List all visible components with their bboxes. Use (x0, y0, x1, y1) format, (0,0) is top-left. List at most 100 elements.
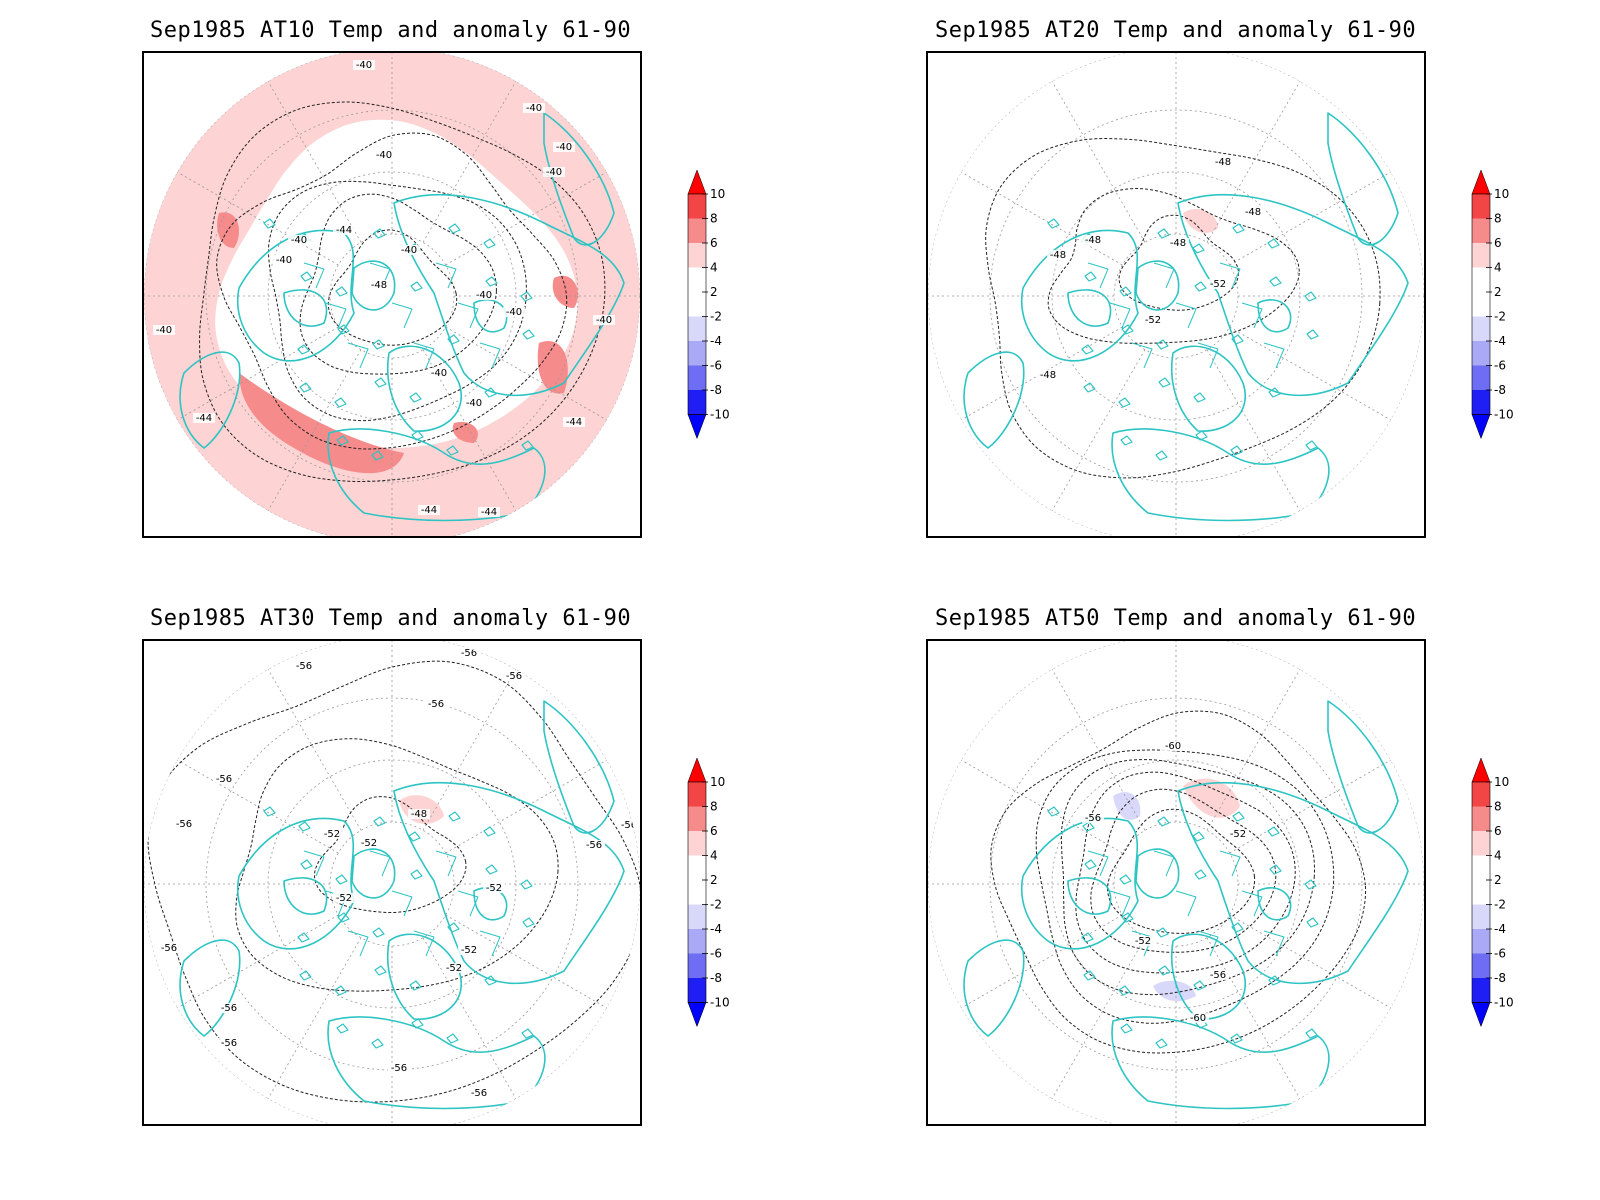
colorbar-tick-label: -2 (710, 310, 722, 324)
contour-label-bg (1162, 741, 1184, 751)
island-outline (484, 387, 497, 398)
contour-label: -40 (556, 142, 572, 153)
contour-label-bg (1037, 370, 1059, 380)
anomaly-region (1153, 980, 1196, 1002)
isotherms (990, 710, 1367, 1054)
anomaly-region (537, 341, 568, 394)
island-outline (1193, 392, 1206, 403)
contour-label: -52 (1230, 829, 1246, 840)
contour-label: -40 (546, 167, 562, 178)
graticule (144, 53, 640, 536)
coastlines (963, 700, 1409, 1110)
contour-label: -44 (481, 507, 497, 518)
contour-label-bg (153, 325, 175, 335)
island-outline (299, 382, 312, 393)
island-outline (522, 329, 535, 340)
contour-label: -52 (486, 883, 502, 894)
coastline-segment (1111, 1016, 1330, 1110)
island-outline (1232, 223, 1245, 234)
colorbar-tick-label: 4 (710, 849, 718, 863)
colorbar-segment (1472, 194, 1490, 219)
colorbar-segment (1472, 855, 1490, 880)
colorbar-tick-label: -4 (710, 334, 722, 348)
colorbar-tick-label: 2 (710, 873, 718, 887)
meridian-line (267, 349, 362, 511)
island-outline (297, 932, 310, 943)
island-outline (374, 965, 387, 976)
coastline-segment (543, 700, 615, 834)
contour-label: -48 (1085, 235, 1101, 246)
colorbar-segment (688, 978, 706, 1003)
meridian-line (177, 914, 339, 1009)
political-border (1197, 930, 1219, 957)
contour-label-bg (478, 507, 500, 517)
colorbar-tick-label: -2 (710, 898, 722, 912)
contour-label: -52 (324, 829, 340, 840)
isotherms (985, 138, 1381, 479)
contour-label: -60 (1190, 1013, 1206, 1024)
contour-label: -40 (466, 398, 482, 409)
island-outline (411, 430, 424, 441)
contour-line (299, 193, 497, 375)
anomaly-region (217, 212, 239, 248)
latitude-circle (205, 109, 579, 483)
color-bar-legend: 10 8 6 4 2 -2 -4 -6 -8 -10 (1471, 758, 1514, 1028)
colorbar-bottom-arrow (687, 414, 707, 440)
meridian-line (177, 171, 339, 266)
contour-label-bg (1167, 238, 1189, 248)
contour-label: -56 (586, 840, 602, 851)
contour-label: -60 (1165, 741, 1181, 752)
island-outline (483, 826, 496, 837)
island-outline (1155, 450, 1168, 461)
colorbar-tick-label: 6 (710, 236, 718, 250)
meridian-line (267, 669, 362, 831)
contour-label: -40 (276, 255, 292, 266)
island-outline (371, 1038, 384, 1049)
colorbar-segment (1472, 243, 1490, 268)
contour-label-bg (321, 829, 343, 839)
coastline-segment (179, 939, 241, 1037)
coastline-segment (237, 229, 355, 362)
polar-map: -56 -56 -56 -56 -56 -56 -56 -56 -52 -52 -48 -52 -52 -… (142, 639, 642, 1126)
anomaly-shading (1183, 208, 1218, 233)
island-outline (483, 238, 496, 249)
polar-map: -40 -40 -40 -40 -40 -40 -40 -44 -44 -44 -44 -44 -48 -… (142, 51, 642, 538)
colorbar-segment (688, 365, 706, 390)
coastline-segment (351, 260, 396, 311)
colorbar-segment (688, 292, 706, 317)
contour-label-bg (1242, 207, 1264, 217)
meridian-line (1229, 326, 1391, 421)
contour-label-bg (288, 235, 310, 245)
anomaly-region (239, 373, 404, 474)
coastline-segment (393, 781, 625, 985)
polar-stereographic-map: -40 -40 -40 -40 -40 -40 -40 -44 -44 -44 -44 -44 -48 -… (144, 53, 640, 536)
colorbar-tick-label: 2 (1494, 873, 1502, 887)
contour-line (199, 101, 606, 483)
graticule (928, 53, 1424, 536)
island-outline (520, 291, 533, 302)
contour-label-bg (593, 315, 615, 325)
anomaly-region (452, 422, 478, 443)
island-outline (485, 276, 498, 287)
contour-label: -40 (476, 290, 492, 301)
colorbar-segment (688, 243, 706, 268)
island-outline (410, 281, 423, 292)
coastline-segment (473, 299, 508, 333)
meridian-line (445, 914, 607, 1009)
meridian-line (445, 326, 607, 421)
political-border (435, 850, 457, 877)
contour-label-bg (173, 819, 195, 829)
contour-label: -48 (411, 809, 427, 820)
political-border (391, 890, 413, 917)
panel-title: Sep1985 AT10 Temp and anomaly 61-90 (150, 18, 632, 43)
contour-label-bg (1212, 157, 1234, 167)
meridian-line (267, 81, 362, 243)
contour-label: -56 (1210, 970, 1226, 981)
contour-label-bg (473, 290, 495, 300)
colorbar-segment (1472, 880, 1490, 905)
color-bar-legend: 10 8 6 4 2 -2 -4 -6 -8 -10 (1471, 170, 1514, 440)
island-outline (409, 392, 422, 403)
colorbar-tick-label: -4 (1494, 334, 1506, 348)
contour-line (1035, 749, 1335, 1024)
contour-label-bg (503, 671, 525, 681)
